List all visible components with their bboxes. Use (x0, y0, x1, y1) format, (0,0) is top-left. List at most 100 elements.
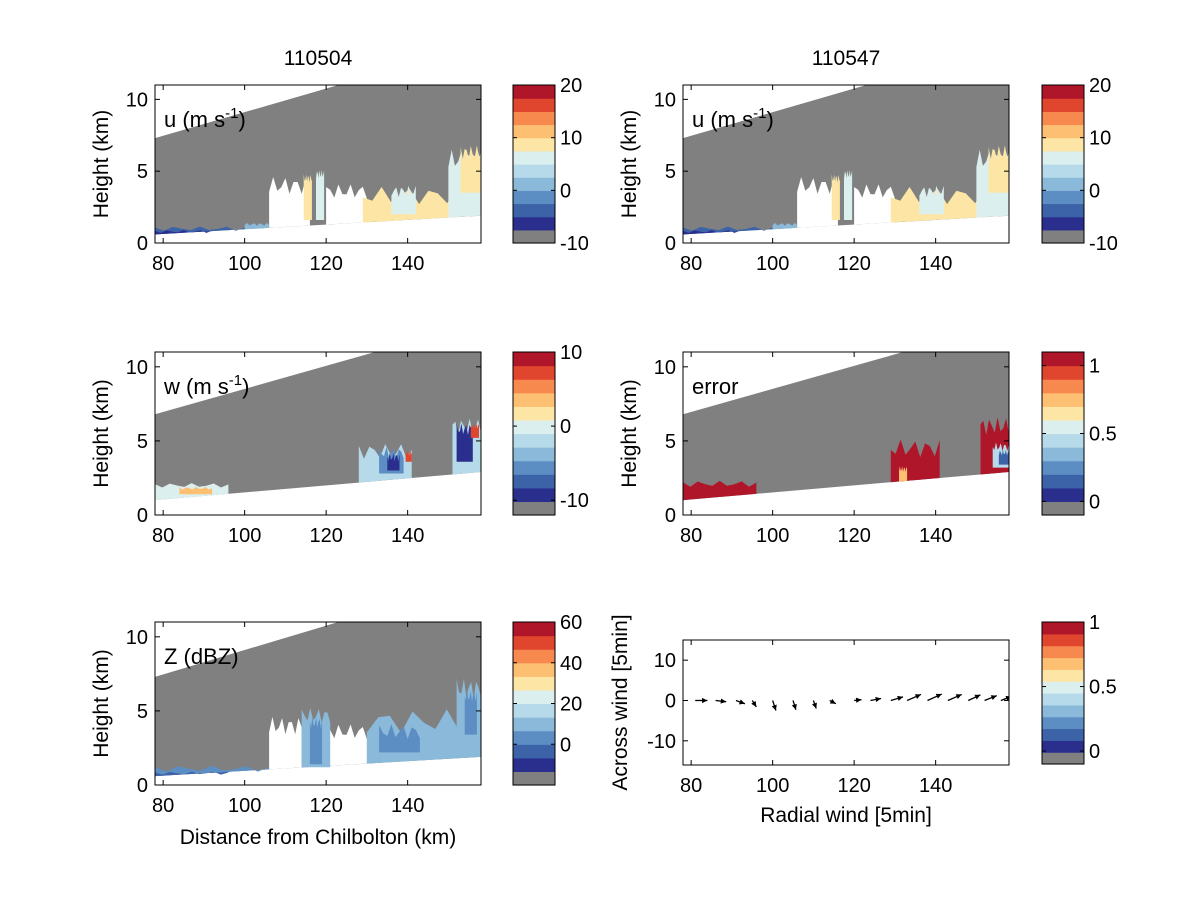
wind-vector (715, 698, 727, 704)
colorbar-swatch (513, 419, 555, 435)
precip-cell (405, 449, 412, 462)
colorbar-swatch (513, 216, 555, 231)
y-tick-label: 0 (665, 233, 676, 255)
precip-cell (244, 222, 270, 230)
colorbar-swatch (1042, 693, 1084, 706)
x-tick-label: 100 (228, 525, 261, 547)
x-tick-label: 80 (680, 253, 702, 275)
x-tick-label: 140 (391, 253, 424, 275)
column-title: 110547 (812, 47, 881, 70)
colorbar-tick-label: 0 (1089, 491, 1100, 513)
colorbar-swatch (513, 352, 555, 367)
y-tick-label: 0 (137, 233, 148, 255)
panel-label-superscript: -1 (753, 105, 766, 122)
precip-cell (179, 486, 213, 495)
precip-cell (316, 169, 325, 220)
x-tick-label: 120 (837, 525, 870, 547)
precip-cell (988, 145, 1009, 193)
error-cell (899, 466, 908, 482)
panel-label-superscript: -1 (225, 105, 238, 122)
wind-vector (829, 698, 837, 705)
colorbar-swatch (1042, 633, 1084, 647)
x-tick-label: 120 (309, 253, 342, 275)
x-tick-label: 100 (756, 253, 789, 275)
wind-vector (1000, 695, 1009, 702)
wind-vector (890, 695, 904, 702)
precip-cell (387, 452, 400, 471)
colorbar-swatch (1042, 203, 1084, 218)
colorbar-swatch (513, 703, 555, 718)
colorbar-swatch (1042, 433, 1084, 448)
colorbar-swatch (1042, 669, 1084, 682)
y-axis-label: Height (km) (90, 649, 113, 758)
precip-cell (460, 145, 481, 193)
colorbar-tick-label: 0.5 (1089, 424, 1117, 446)
colorbar-swatch (1042, 681, 1084, 694)
y-tick-label: 10 (126, 89, 148, 111)
axes-frame (154, 84, 482, 244)
colorbar-tick-label: 1 (1089, 356, 1100, 378)
colorbar-swatch (513, 229, 555, 244)
colorbar-swatch (513, 392, 555, 407)
colorbar: -10 0 10 20 (512, 75, 589, 255)
colorbar-swatch (1042, 111, 1084, 126)
wind-vector (906, 693, 922, 702)
colorbar-swatch (1042, 352, 1084, 367)
wind-vector (984, 695, 998, 702)
x-tick-label: 140 (391, 795, 424, 817)
colorbar-tick-label: 20 (560, 694, 582, 716)
colorbar-swatch (1042, 379, 1084, 394)
panel-label-close: ) (238, 107, 245, 132)
colorbar-swatch (513, 635, 555, 650)
colorbar-swatch (513, 124, 555, 139)
panel-label-main: Z (dBZ) (164, 644, 239, 669)
colorbar: -10 0 10 20 (1041, 75, 1118, 255)
wind-vector (811, 700, 817, 709)
x-tick-label: 80 (152, 795, 174, 817)
field-gap (326, 724, 367, 766)
error-cell (890, 439, 940, 483)
colorbar-tick-label: 40 (560, 653, 582, 675)
colorbar-tick-label: -10 (560, 490, 589, 512)
panel-label-main: u (m s (164, 107, 225, 132)
panel-label: Z (dBZ) (164, 644, 239, 669)
wind-vector (791, 700, 797, 710)
colorbar-swatch (513, 177, 555, 191)
axes-frame (682, 351, 1010, 516)
wind-vector (695, 697, 708, 704)
x-tick-label: 100 (228, 253, 261, 275)
y-tick-label: 10 (126, 627, 148, 649)
colorbar-tick-label: 0 (560, 180, 571, 202)
precip-cell (919, 185, 944, 215)
colorbar-tick-label: 10 (560, 342, 582, 364)
y-tick-label: 10 (126, 357, 148, 379)
x-tick-label: 100 (756, 775, 789, 797)
y-tick-label: 0 (665, 505, 676, 527)
y-tick-label: 5 (137, 161, 148, 183)
colorbar-swatch (513, 111, 555, 126)
colorbar-tick-label: 0 (560, 416, 571, 438)
panel-3: 80 100 120 140 0 5 10 Height (km) w (m s-1) -10 0 1… (90, 342, 589, 547)
x-tick-label: 80 (680, 525, 702, 547)
wind-vector (751, 700, 757, 708)
precip-cell (155, 226, 245, 235)
colorbar-swatch (513, 406, 555, 421)
x-tick-label: 120 (309, 795, 342, 817)
colorbar-tick-label: 0 (1089, 741, 1100, 763)
colorbar-swatch (1042, 501, 1084, 516)
x-tick-label: 120 (837, 253, 870, 275)
colorbar-swatch (1042, 85, 1084, 99)
colorbar-tick-label: 0 (560, 734, 571, 756)
precip-cell (844, 169, 853, 220)
y-tick-label: 5 (665, 161, 676, 183)
colorbar: -10 0 10 (512, 342, 589, 516)
field-gap (269, 177, 310, 228)
y-tick-label: 5 (137, 701, 148, 723)
colorbar-tick-label: 10 (560, 128, 582, 150)
colorbar-swatch (513, 150, 555, 165)
colorbar-swatch (513, 379, 555, 394)
y-tick-label: 0 (137, 775, 148, 797)
